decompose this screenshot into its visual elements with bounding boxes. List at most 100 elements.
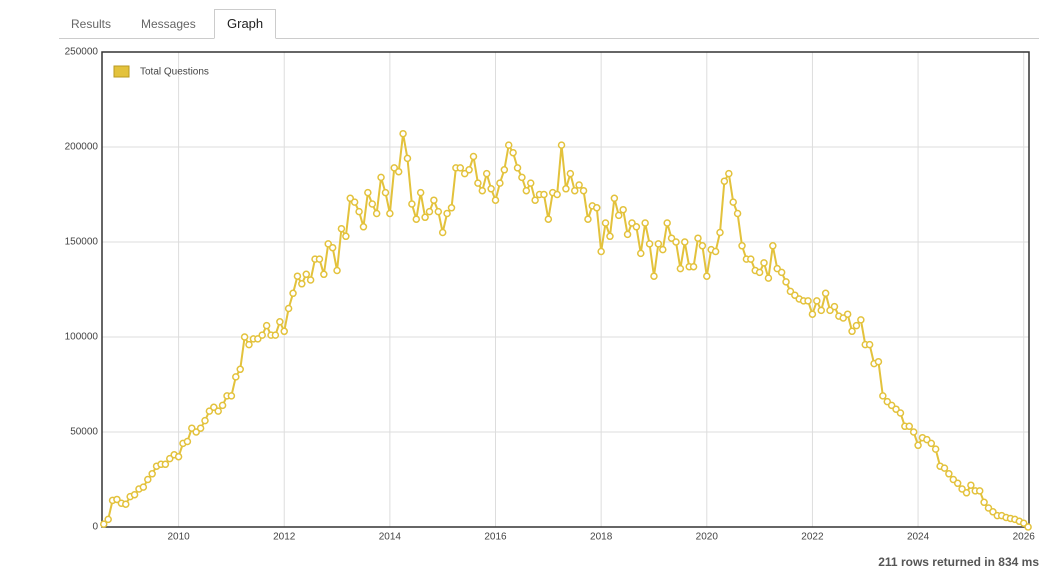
point [425,207,434,216]
point [782,278,790,286]
point [755,268,764,277]
point [579,186,588,195]
point [729,198,737,206]
point [843,310,852,318]
x-tick-label: 2024 [907,532,930,543]
point [276,318,284,326]
point [298,280,306,288]
point [399,129,407,138]
point [650,272,658,280]
point [931,445,940,453]
point [293,272,302,280]
point [183,437,192,446]
point [1024,523,1032,531]
point [306,276,315,284]
point [909,428,918,436]
point [575,181,583,189]
y-tick-label: 150000 [65,237,99,248]
point [355,207,363,216]
point [491,196,500,204]
point [474,179,482,187]
point [174,452,183,461]
chart: 0 50000 100000 150000 200000 250000 2010 2012 20… [65,47,1036,543]
point [764,274,773,282]
point [610,194,619,203]
point [967,481,975,489]
x-tick-label: 2012 [273,532,296,543]
point [443,209,451,218]
tab[interactable]: Results [71,17,112,31]
point [953,479,962,488]
point [777,268,786,277]
legend-label: Total Questions [140,67,209,78]
point [531,196,539,204]
point [280,327,288,336]
point [733,209,742,218]
legend-swatch [113,65,130,78]
point [447,204,456,212]
point [245,340,253,349]
point [804,297,812,305]
tab-bar [59,38,1039,39]
point [148,470,156,478]
point [377,173,385,182]
point [711,247,720,256]
y-tick-label: 0 [92,522,98,533]
point [518,173,526,182]
point [553,190,561,199]
point [482,169,491,178]
point [487,185,495,193]
point [601,219,610,227]
point [509,148,517,157]
point [720,177,729,185]
point [386,209,394,218]
x-tick-label: 2026 [1013,532,1036,543]
point [896,409,905,417]
point [456,164,465,172]
x-tick-label: 2020 [696,532,719,543]
point [196,424,205,432]
point [258,331,266,339]
point [201,416,209,425]
point [104,515,112,524]
point [271,331,280,339]
tab-active[interactable]: Graph [214,9,277,39]
point [262,321,271,330]
point [438,228,447,237]
point [350,198,359,206]
point [830,302,839,311]
point [808,310,817,318]
point [232,373,240,381]
point [637,249,645,258]
point [645,240,654,248]
y-tick-label: 50000 [70,427,98,438]
point [962,489,971,497]
point [359,223,368,231]
point [562,185,570,193]
plot-frame [101,51,1030,528]
y-tick-label: 100000 [65,332,99,343]
point [408,200,416,208]
point [676,264,685,273]
point [857,316,865,324]
x-tick-label: 2014 [379,532,402,543]
point [813,297,821,305]
point [905,422,914,431]
point [914,441,922,450]
tab[interactable]: Messages [141,17,196,31]
point [302,270,311,279]
point [694,234,702,242]
point [496,179,504,187]
y-tick-label: 200000 [65,142,99,153]
x-tick-label: 2018 [590,532,613,543]
point [654,240,663,248]
point [689,262,698,271]
point [526,179,535,187]
point [821,289,830,298]
point [364,188,372,197]
point [975,487,984,495]
point [738,242,746,250]
point [500,166,509,174]
point [980,498,988,507]
point [927,439,936,448]
